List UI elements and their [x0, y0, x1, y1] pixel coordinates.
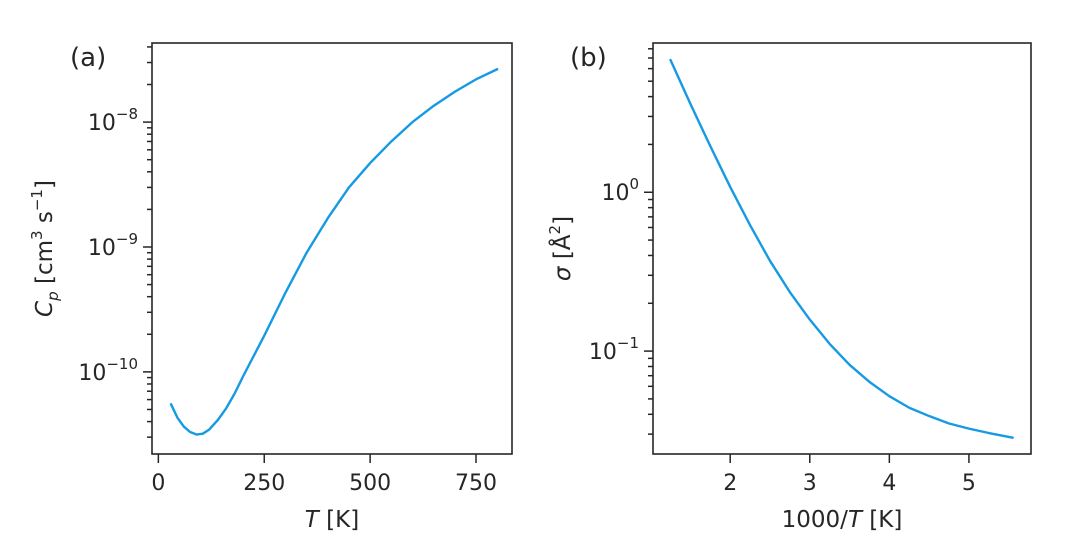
- y-tick-label: 10−1: [589, 334, 639, 365]
- plot-frame: [151, 42, 513, 455]
- x-axis-label: T [K]: [305, 507, 359, 533]
- x-axis-label: 1000/T [K]: [782, 507, 903, 533]
- x-tick-label: 5: [962, 471, 976, 496]
- plot-frame: [652, 42, 1032, 455]
- x-tick-label: 500: [349, 471, 391, 496]
- x-tick-label: 3: [803, 471, 817, 496]
- series-line: [669, 58, 1014, 439]
- x-tick-label: 4: [882, 471, 896, 496]
- y-axis-label: σ [Å2]: [546, 216, 576, 281]
- x-tick-label: 750: [455, 471, 497, 496]
- y-tick-label: 10−10: [78, 355, 138, 386]
- series-line: [169, 68, 499, 436]
- panel-label: (a): [70, 43, 106, 73]
- panel-b: 10−1 100 2 3 4 5 (b) 1000/T [K] σ [Å2]: [546, 42, 1032, 533]
- y-tick-label: 100: [601, 175, 639, 206]
- y-tick-label: 10−8: [88, 105, 138, 136]
- x-tick-label: 2: [723, 471, 737, 496]
- panel-a: 10−10 10−9 10−8 0 250 500 750 (a) T [K] Cp [cm3 s…: [28, 42, 513, 533]
- panel-label: (b): [570, 43, 607, 73]
- x-tick-label: 250: [243, 471, 285, 496]
- x-tick-label: 0: [151, 471, 165, 496]
- y-tick-label: 10−9: [88, 230, 138, 261]
- y-axis-label: Cp [cm3 s−1]: [28, 180, 62, 317]
